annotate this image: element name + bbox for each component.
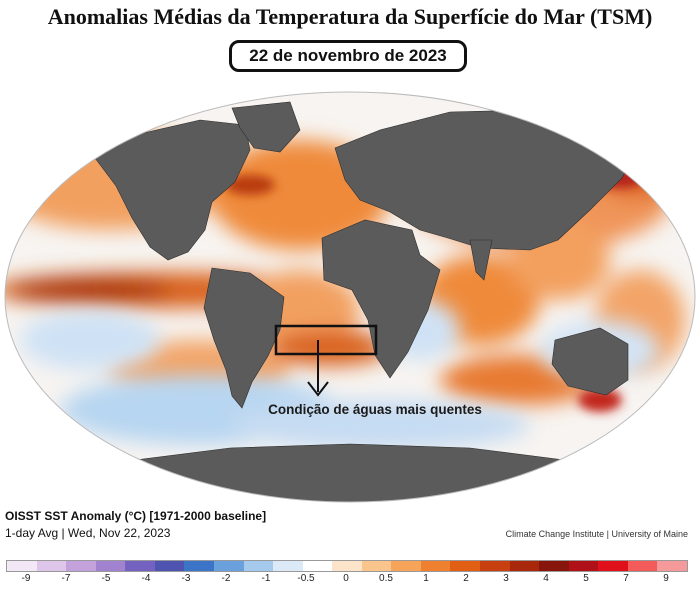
colorbar-segment — [66, 561, 96, 571]
colorbar-segment — [509, 561, 540, 571]
north-america — [94, 119, 251, 261]
south-america — [203, 267, 285, 409]
colorbar-segment — [539, 561, 569, 571]
colorbar-tick: 1 — [423, 573, 429, 584]
australia — [551, 327, 629, 396]
colorbar-segment — [154, 561, 185, 571]
colorbar-segment — [480, 561, 510, 571]
date-label: 22 de novembro de 2023 — [229, 40, 467, 72]
colorbar-segment — [95, 561, 126, 571]
colorbar-segment — [391, 561, 421, 571]
colorbar-segment — [361, 561, 392, 571]
credit-label: Climate Change Institute | University of… — [505, 529, 688, 539]
colorbar-segment — [420, 561, 451, 571]
sst-anomaly-map: Condição de águas mais quentes — [4, 91, 696, 503]
colorbar-segment — [627, 561, 658, 571]
colorbar-tick: -0.5 — [297, 573, 315, 584]
dataset-label: OISST SST Anomaly (°C) [1971-2000 baseli… — [5, 509, 267, 523]
colorbar-segment — [125, 561, 155, 571]
colorbar-segment — [36, 561, 67, 571]
colorbar-segment — [332, 561, 362, 571]
highlight-box — [274, 324, 378, 397]
colorbar-segment — [213, 561, 244, 571]
colorbar-segment — [568, 561, 599, 571]
colorbar-tick: 3 — [503, 573, 509, 584]
colorbar-tick: -7 — [61, 573, 71, 584]
colorbar — [6, 560, 688, 572]
colorbar-segment — [7, 561, 37, 571]
colorbar-tick: 9 — [663, 573, 669, 584]
india — [469, 239, 493, 281]
colorbar-segment — [273, 561, 303, 571]
africa — [321, 219, 441, 379]
colorbar-segment — [598, 561, 628, 571]
annotation-label: Condição de águas mais quentes — [268, 402, 482, 417]
colorbar-tick: -9 — [21, 573, 31, 584]
colorbar-tick: 4 — [543, 573, 549, 584]
cool-anomaly-regions — [20, 300, 660, 450]
colorbar-tick: 5 — [583, 573, 589, 584]
arrow-down-icon — [307, 381, 329, 397]
colorbar-tick: 0.5 — [379, 573, 393, 584]
colorbar-ticks: -9 -7 -5 -4 -3 -2 -1 -0.5 0 0.5 1 2 3 4 5 7 9 — [6, 573, 686, 589]
colorbar-tick: -3 — [181, 573, 191, 584]
greenland — [231, 101, 301, 153]
period-label: 1-day Avg | Wed, Nov 22, 2023 — [5, 526, 171, 540]
colorbar-segment — [184, 561, 214, 571]
colorbar-segment — [450, 561, 480, 571]
colorbar-tick: 7 — [623, 573, 629, 584]
colorbar-segment — [243, 561, 274, 571]
colorbar-segment — [302, 561, 333, 571]
colorbar-tick: -1 — [261, 573, 271, 584]
colorbar-segment — [657, 561, 687, 571]
colorbar-tick: -5 — [101, 573, 111, 584]
colorbar-tick: -4 — [141, 573, 151, 584]
colorbar-tick: 0 — [343, 573, 349, 584]
map-title: Anomalias Médias da Temperatura da Super… — [47, 4, 653, 29]
colorbar-tick: -2 — [221, 573, 231, 584]
colorbar-tick: 2 — [463, 573, 469, 584]
